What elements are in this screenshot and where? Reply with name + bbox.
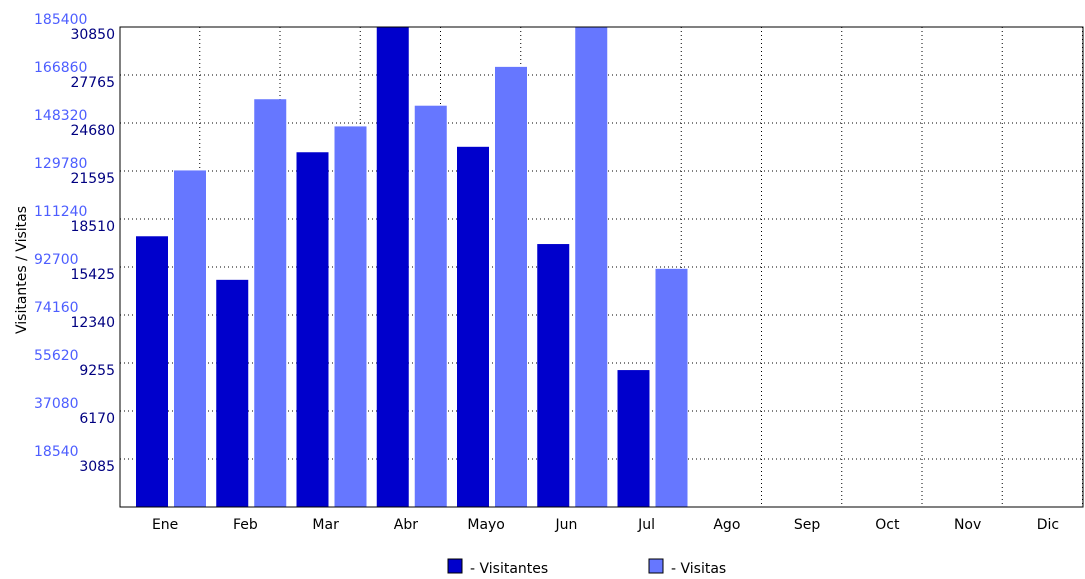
bar-visitantes-feb — [216, 279, 249, 507]
y-tick-label-visitantes: 24680 — [70, 123, 115, 139]
x-tick-label: Mar — [312, 517, 339, 533]
y-tick-label-visitas: 18540 — [34, 444, 79, 460]
x-tick-label: Nov — [954, 517, 981, 533]
y-tick-label-visitas: 185400 — [34, 12, 87, 28]
bar-visitas-jun — [575, 27, 608, 507]
bar-visitantes-abr — [376, 27, 409, 507]
legend-swatch-icon — [447, 558, 463, 574]
x-tick-label: Sep — [794, 517, 821, 533]
bar-visitas-mayo — [495, 66, 527, 508]
y-tick-label-visitas: 148320 — [34, 108, 87, 124]
legend-swatch-icon — [648, 558, 664, 574]
bar-visitas-mar — [334, 126, 367, 507]
y-tick-label-visitantes: 27765 — [70, 75, 115, 91]
y-tick-label-visitas: 129780 — [34, 156, 87, 172]
y-tick-label-visitas: 111240 — [34, 204, 87, 220]
y-tick-label-visitas: 74160 — [34, 300, 79, 316]
legend-item-visitantes: - Visitantes — [447, 558, 548, 577]
x-tick-label: Jun — [554, 517, 577, 533]
bar-visitas-jul — [655, 268, 688, 507]
legend-label: - Visitantes — [470, 561, 548, 575]
legend: - Visitantes - Visitas — [447, 558, 726, 577]
y-axis-label: Visitantes / Visitas — [14, 206, 30, 334]
legend-label: - Visitas — [671, 561, 726, 575]
y-tick-label-visitas: 37080 — [34, 396, 79, 412]
y-tick-label-visitantes: 3085 — [79, 459, 115, 475]
bars — [136, 27, 688, 508]
legend-item-visitas: - Visitas — [648, 558, 726, 577]
x-tick-label: Oct — [875, 517, 900, 533]
y-tick-label-visitantes: 30850 — [70, 27, 115, 43]
y-tick-label-visitantes: 6170 — [79, 411, 115, 427]
bar-visitantes-jul — [617, 370, 650, 507]
x-tick-label: Ago — [713, 517, 740, 533]
plot-frame — [119, 26, 1084, 508]
x-tick-label: Abr — [394, 517, 418, 533]
y-tick-label-visitantes: 15425 — [70, 267, 115, 283]
x-tick-label: Mayo — [467, 517, 505, 533]
y-tick-label-visitantes: 21595 — [70, 171, 115, 187]
x-tick-label: Dic — [1037, 517, 1059, 533]
bar-visitantes-mar — [296, 152, 329, 507]
bar-visitantes-mayo — [457, 146, 489, 507]
y-tick-label-visitantes: 9255 — [79, 363, 115, 379]
x-tick-label: Feb — [233, 517, 258, 533]
y-tick-label-visitas: 166860 — [34, 60, 87, 76]
bar-visitantes-ene — [136, 236, 168, 507]
x-tick-label: Ene — [152, 517, 178, 533]
bar-visitas-abr — [414, 105, 447, 507]
bar-visitantes-jun — [537, 244, 570, 508]
axes — [119, 26, 1084, 508]
bar-visitas-feb — [254, 99, 287, 508]
bar-visitas-ene — [174, 170, 206, 507]
y-tick-label-visitas: 55620 — [34, 348, 79, 364]
y-tick-label-visitantes: 18510 — [70, 219, 115, 235]
y-tick-label-visitas: 92700 — [34, 252, 79, 268]
x-tick-label: Jul — [637, 517, 655, 533]
y-tick-label-visitantes: 12340 — [70, 315, 115, 331]
tick-labels: Ene Feb Mar Abr Mayo Jun Jul Ago Sep Oct Nov Dic 185… — [34, 12, 1059, 533]
